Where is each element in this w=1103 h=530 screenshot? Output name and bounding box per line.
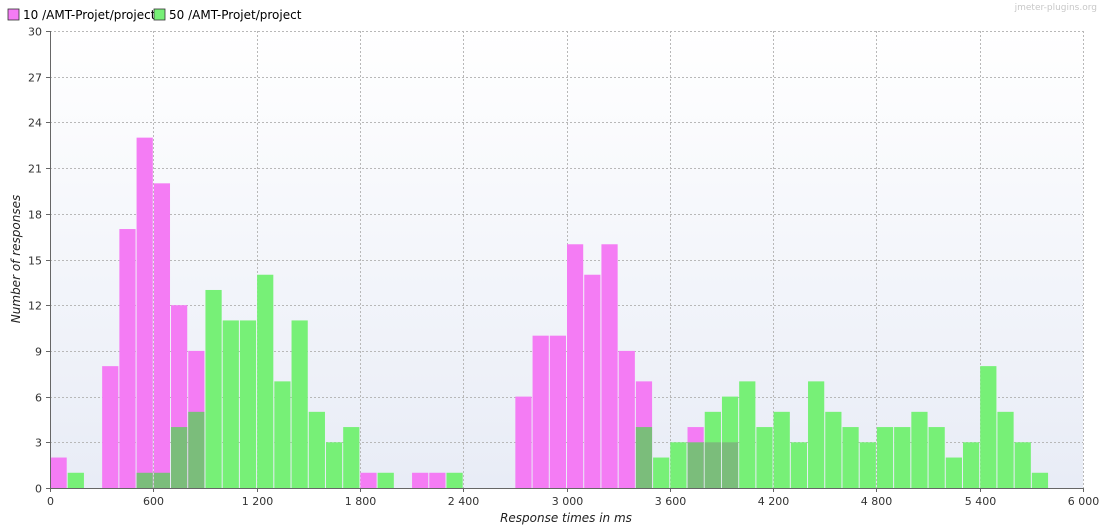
grid-lines: [50, 31, 1084, 488]
bar-series-b: [859, 442, 876, 488]
bar-series-b: [291, 320, 308, 488]
legend: 10 /AMT-Projet/project 50 /AMT-Projet/pr…: [7, 8, 302, 22]
bar-series-b: [257, 274, 274, 488]
y-tick-label: 9: [35, 346, 42, 359]
bar-series-b: [773, 411, 790, 488]
bar-series-b: [1031, 472, 1049, 488]
x-tick-label: 2 400: [448, 495, 480, 508]
bar-series-a: [136, 137, 153, 488]
bar-series-b: [239, 320, 257, 488]
bar-series-a: [50, 457, 67, 488]
plot-background: [50, 31, 1083, 488]
y-tick-label: 3: [35, 437, 42, 450]
bar-series-b: [653, 457, 670, 488]
bar-series-a: [102, 366, 119, 488]
bar-series-b: [343, 427, 360, 488]
x-tick-label: 600: [143, 495, 164, 508]
bar-series-b: [446, 472, 463, 488]
x-tick-label: 4 200: [758, 495, 790, 508]
x-tick-label: 1 800: [345, 495, 377, 508]
bar-series-b: [997, 411, 1014, 488]
bar-series-a: [601, 244, 618, 488]
bar-series-a: [412, 472, 429, 488]
x-tick-label: 3 000: [552, 495, 584, 508]
x-axis-title: Response times in ms: [500, 511, 632, 525]
y-tick-label: 21: [28, 163, 42, 176]
bar-series-a: [153, 183, 171, 489]
bar-series-b: [274, 381, 291, 488]
bar-series-b: [308, 411, 325, 488]
y-tick-label: 30: [28, 26, 42, 39]
legend-label-series-b: 50 /AMT-Projet/project: [169, 8, 302, 22]
bar-series-b: [825, 411, 842, 488]
bar-series-b: [205, 289, 222, 488]
y-axis-title: Number of responses: [9, 195, 23, 323]
x-tick-label: 5 400: [965, 495, 997, 508]
bar-series-a: [429, 472, 446, 488]
bar-series-b: [222, 320, 239, 488]
bar-series-b: [1014, 442, 1031, 488]
bar-series-a: [515, 396, 532, 488]
bar-overlap: [153, 472, 171, 488]
x-tick-label: 4 800: [861, 495, 893, 508]
bar-series-b: [808, 381, 825, 488]
bar-series-a: [618, 350, 635, 488]
bar-series-b: [894, 427, 911, 488]
bar-series-a: [567, 244, 584, 488]
bar-series-b: [962, 442, 980, 488]
y-tick-label: 18: [28, 209, 42, 222]
bar-overlap: [188, 411, 205, 488]
bar-series-b: [842, 427, 859, 488]
y-tick-label: 0: [35, 483, 42, 496]
x-tick-label: 6 000: [1068, 495, 1100, 508]
legend-label-series-a: 10 /AMT-Projet/project: [23, 8, 156, 22]
bar-series-a: [584, 274, 601, 488]
x-tick-label: 0: [47, 495, 54, 508]
bar-series-b: [756, 427, 773, 488]
x-axis-ticks: 0 600 1 200 1 800 2 400 3 000 3 600 4 200 4 800 5…: [47, 488, 1099, 508]
legend-swatch-series-a: [7, 8, 20, 21]
bar-series-b: [739, 381, 756, 488]
bar-series-b: [377, 472, 394, 488]
bar-series-b: [325, 442, 343, 488]
watermark-text: jmeter-plugins.org: [1014, 3, 1097, 13]
y-tick-label: 12: [28, 300, 42, 313]
bar-overlap: [721, 442, 739, 488]
bar-series-a: [119, 229, 136, 489]
bar-overlap: [687, 442, 704, 488]
y-tick-label: 27: [28, 72, 42, 85]
bar-series-a: [360, 472, 377, 488]
bar-series-b: [928, 427, 945, 488]
bar-overlap: [635, 427, 653, 488]
y-tick-label: 6: [35, 392, 42, 405]
bar-series-b: [790, 442, 808, 488]
bar-series-b: [67, 472, 84, 488]
bar-series-b: [911, 411, 928, 488]
x-tick-label: 1 200: [242, 495, 274, 508]
bar-series-b: [980, 366, 997, 488]
y-tick-label: 15: [28, 255, 42, 268]
legend-swatch-series-b: [153, 8, 166, 21]
bar-series-a: [532, 335, 549, 488]
bar-series-a: [549, 335, 566, 488]
bar-series-b: [670, 442, 687, 488]
bar-series-b: [876, 427, 894, 488]
y-axis-ticks: 0 3 6 9 12 15 18 21 24 27 30: [28, 26, 50, 496]
x-tick-label: 3 600: [655, 495, 687, 508]
bar-overlap: [136, 472, 153, 488]
bar-overlap: [704, 442, 721, 488]
y-tick-label: 24: [28, 117, 42, 130]
bars: [50, 137, 1049, 489]
bar-overlap: [171, 427, 188, 488]
bar-series-b: [945, 457, 962, 488]
